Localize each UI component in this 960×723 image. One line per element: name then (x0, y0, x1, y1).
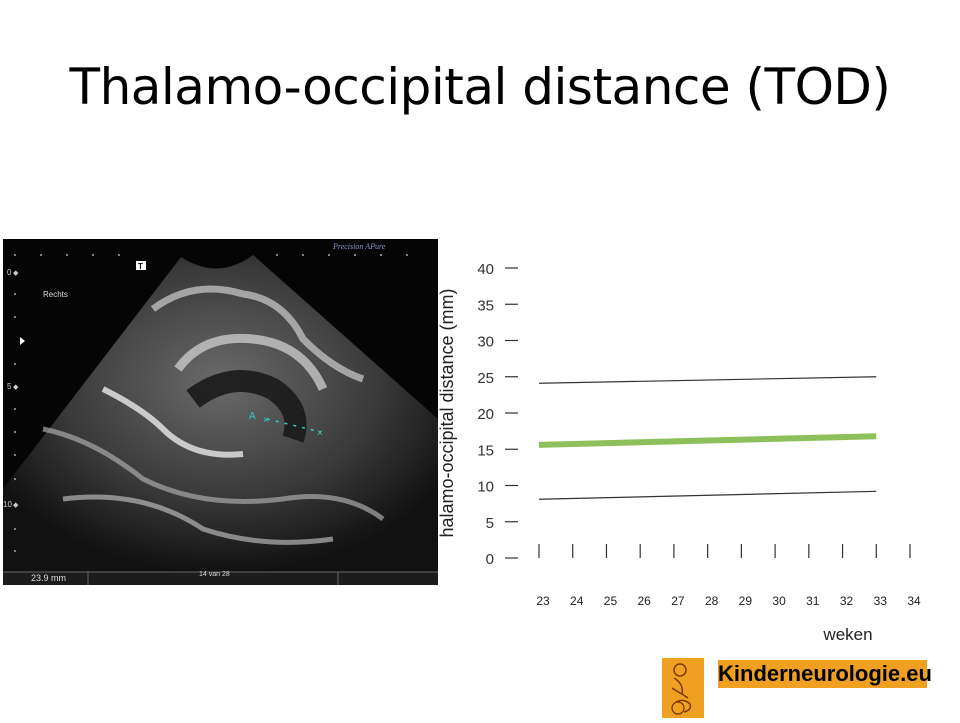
y-tick-label-25: 25 (477, 370, 494, 387)
x-tick-label-26: 26 (638, 594, 652, 608)
y-tick-label-20: 20 (477, 406, 494, 423)
image-counter: 14 van 28 (199, 571, 230, 578)
x-tick-label-23: 23 (536, 594, 550, 608)
scanner-brand: Precision APure (332, 242, 386, 251)
lower-structure (42, 426, 385, 522)
orientation-icon-letter: T (138, 262, 143, 271)
focus-pointer-icon (20, 337, 25, 345)
y-tick-label-5: 5 (486, 515, 494, 532)
measurement-readout: 23.9 mm (31, 573, 66, 583)
x-tick-label-34: 34 (907, 594, 921, 608)
logo: Kinderneurologie.eu (662, 658, 932, 718)
x-tick-label-28: 28 (705, 594, 719, 608)
depth-mark-10: 10 (3, 500, 12, 509)
status-bar (3, 572, 438, 585)
x-tick-label-29: 29 (739, 594, 753, 608)
x-axis-label: weken (822, 625, 872, 644)
measure-marker: A (249, 411, 256, 422)
y-axis-label: halamo-occipital distance (mm) (437, 288, 457, 537)
logo-figure-icon (662, 658, 704, 718)
y-tick-label-0: 0 (486, 551, 494, 568)
x-tick-label-24: 24 (570, 594, 584, 608)
x-tick-label-30: 30 (772, 594, 786, 608)
orientation-icon (136, 261, 146, 270)
series-line-upper (538, 376, 877, 384)
top-scale-dots (14, 254, 408, 256)
ventricle (186, 370, 307, 443)
side-label: Rechts (43, 290, 68, 299)
y-tick-label-35: 35 (477, 297, 494, 314)
x-tick-label-31: 31 (806, 594, 820, 608)
slide-title: Thalamo-occipital distance (TOD) (69, 58, 891, 116)
x-tick-label-25: 25 (604, 594, 618, 608)
gyri-contour (150, 285, 365, 383)
caliper-start-icon: × (263, 415, 269, 426)
depth-mark-0-icon: ◆ (13, 270, 19, 277)
series-line-mean (538, 433, 877, 448)
y-tick-label-10: 10 (477, 479, 494, 496)
depth-mark-10-icon: ◆ (13, 502, 19, 509)
depth-mark-0: 0 (7, 268, 12, 277)
depth-mark-5: 5 (7, 382, 12, 391)
y-tick-label-15: 15 (477, 442, 494, 459)
series-line-lower (538, 490, 877, 500)
caliper-line (266, 418, 322, 433)
caliper-end-icon: × (317, 428, 323, 439)
logo-label: Kinderneurologie.eu (718, 660, 932, 688)
ultrasound-image: × × A 0 ◆ 5 ◆ 10 ◆ Rechts T Precision AP… (3, 239, 438, 585)
y-tick-label-30: 30 (477, 334, 494, 351)
y-tick-label-40: 40 (477, 261, 494, 278)
depth-scale-dots (14, 293, 16, 552)
x-tick-label-32: 32 (840, 594, 854, 608)
base-structure (62, 494, 334, 545)
bright-border (101, 386, 244, 458)
ventricle-wall (174, 333, 328, 391)
ultrasound-scan: × × A 0 ◆ 5 ◆ 10 ◆ Rechts T Precision AP… (3, 242, 438, 585)
x-tick-label-33: 33 (874, 594, 888, 608)
x-tick-label-27: 27 (671, 594, 685, 608)
depth-mark-5-icon: ◆ (13, 384, 19, 391)
scan-sector (3, 255, 438, 573)
